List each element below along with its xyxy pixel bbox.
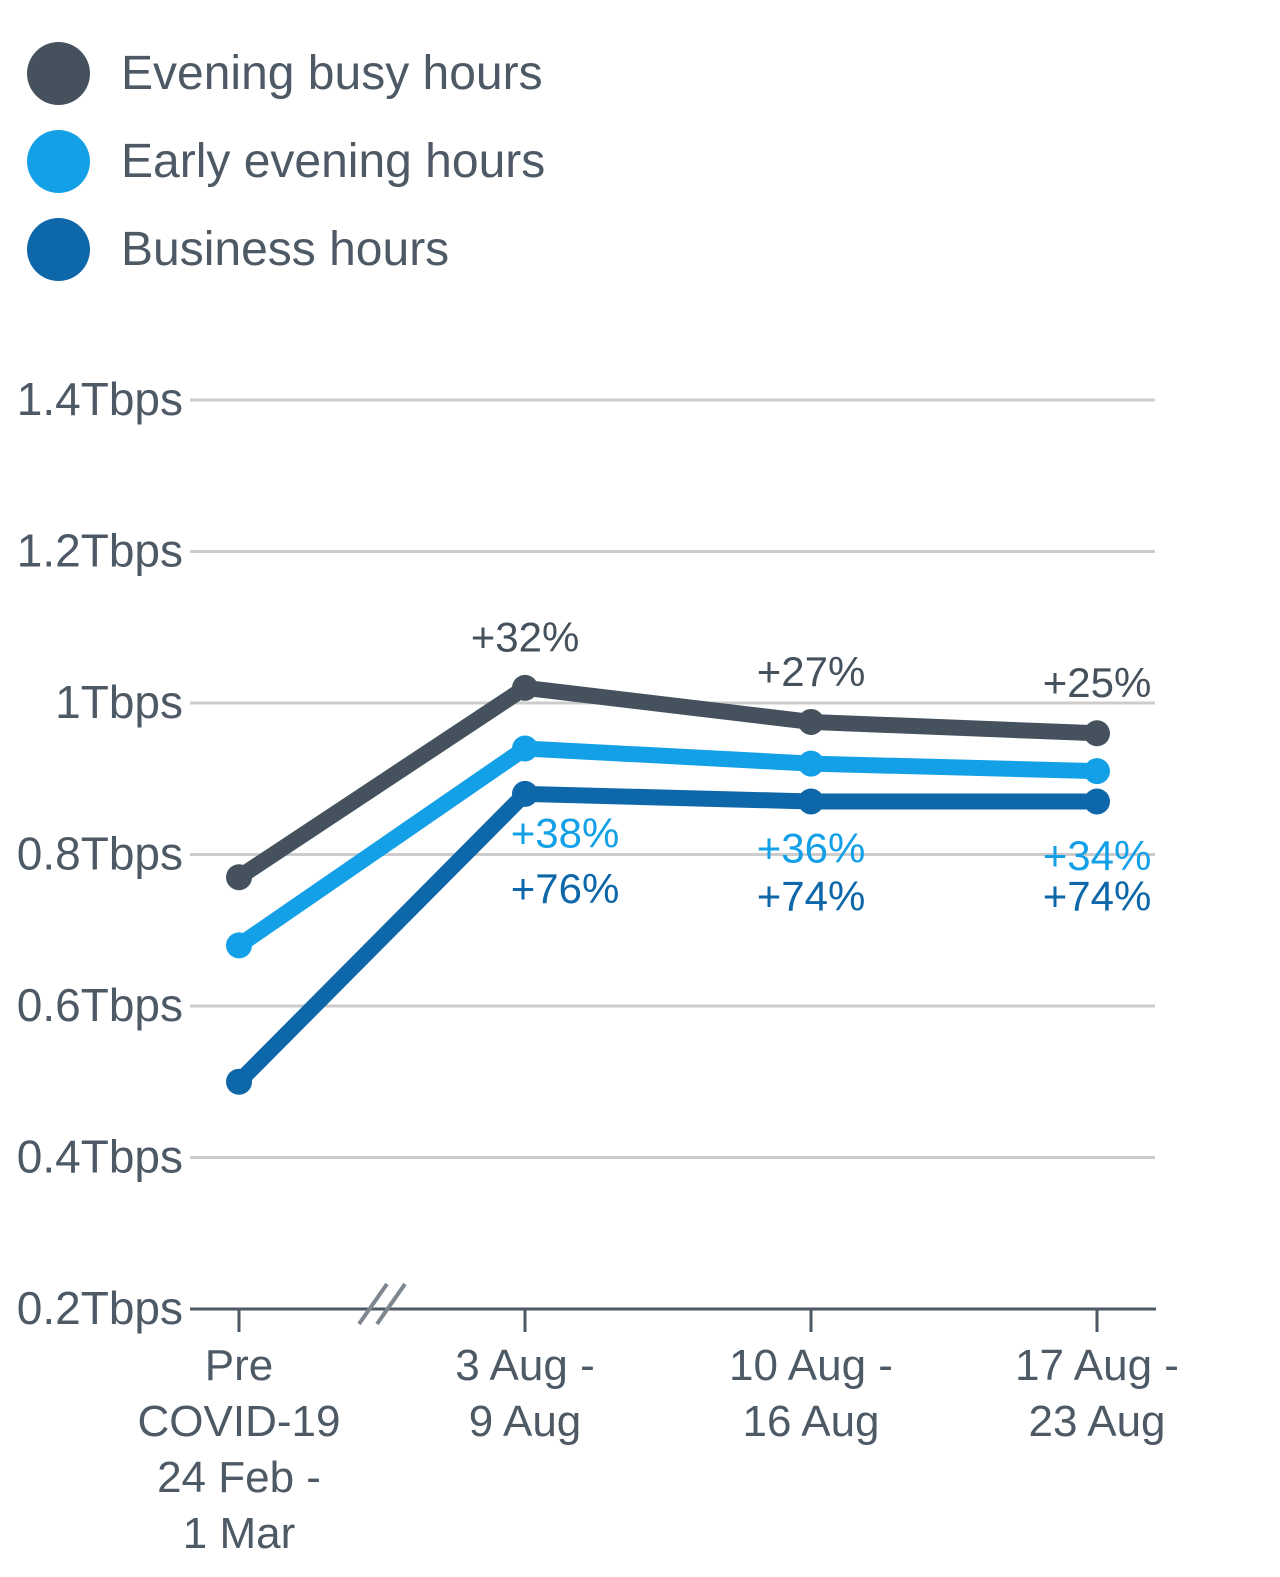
data-point-early-evening-hours bbox=[512, 735, 538, 762]
data-point-early-evening-hours bbox=[1084, 758, 1110, 785]
y-axis-tick-label: 1Tbps bbox=[55, 676, 183, 728]
series-line-evening-busy-hours bbox=[231, 679, 1105, 886]
data-point-evening-busy-hours bbox=[1084, 720, 1110, 747]
legend-marker-business-hours-icon bbox=[27, 218, 90, 281]
legend-marker-early-evening-hours-icon bbox=[27, 130, 90, 193]
y-axis-tick-label: 0.2Tbps bbox=[17, 1282, 183, 1334]
x-axis-tick-label: Pre COVID-19 24 Feb -1 Mar bbox=[138, 1341, 341, 1558]
annotation-label-early-evening-hours: +36% bbox=[757, 824, 866, 871]
data-point-evening-busy-hours bbox=[798, 708, 824, 735]
annotation-label-early-evening-hours: +34% bbox=[1043, 832, 1152, 879]
axis-break-icon bbox=[357, 1282, 389, 1326]
annotation-label-evening-busy-hours: +27% bbox=[757, 648, 866, 695]
legend-marker-evening-busy-hours-icon bbox=[27, 42, 90, 105]
y-axis-tick-label: 0.4Tbps bbox=[17, 1131, 183, 1183]
x-axis-tick-label: 3 Aug -9 Aug bbox=[455, 1341, 594, 1446]
data-point-business-hours bbox=[512, 780, 538, 807]
data-point-business-hours bbox=[226, 1068, 252, 1095]
data-point-evening-busy-hours bbox=[512, 674, 538, 701]
data-point-early-evening-hours bbox=[226, 932, 252, 959]
annotation-label-business-hours: +74% bbox=[757, 872, 866, 919]
y-axis-tick-label: 1.2Tbps bbox=[17, 525, 183, 577]
x-axis-tick-label: 10 Aug -16 Aug bbox=[729, 1341, 893, 1446]
legend-item-early-evening-hours: Early evening hours bbox=[27, 130, 545, 193]
annotation-label-evening-busy-hours: +25% bbox=[1043, 659, 1152, 706]
annotation-label-early-evening-hours: +38% bbox=[511, 809, 620, 856]
annotation-label-evening-busy-hours: +32% bbox=[471, 614, 580, 661]
legend-item-evening-busy-hours: Evening busy hours bbox=[27, 42, 545, 105]
y-axis-tick-label: 0.8Tbps bbox=[17, 828, 183, 880]
data-point-early-evening-hours bbox=[798, 750, 824, 777]
legend-item-business-hours: Business hours bbox=[27, 218, 545, 281]
chart-legend: Evening busy hours Early evening hours B… bbox=[27, 42, 545, 281]
data-point-business-hours bbox=[798, 788, 824, 815]
series-line-business-hours bbox=[231, 785, 1105, 1090]
annotation-label-business-hours: +76% bbox=[511, 865, 620, 912]
legend-label-evening-busy-hours: Evening busy hours bbox=[121, 46, 543, 100]
annotation-label-business-hours: +74% bbox=[1043, 872, 1152, 919]
x-axis-tick-label: 17 Aug -23 Aug bbox=[1015, 1341, 1179, 1446]
data-point-evening-busy-hours bbox=[226, 864, 252, 891]
legend-label-early-evening-hours: Early evening hours bbox=[121, 134, 546, 188]
y-axis-tick-label: 1.4Tbps bbox=[17, 373, 183, 425]
y-axis-tick-label: 0.6Tbps bbox=[17, 979, 183, 1031]
data-point-business-hours bbox=[1084, 788, 1110, 815]
series-line-early-evening-hours bbox=[231, 740, 1105, 954]
legend-label-business-hours: Business hours bbox=[121, 222, 450, 276]
axis-break-icon bbox=[375, 1282, 407, 1326]
